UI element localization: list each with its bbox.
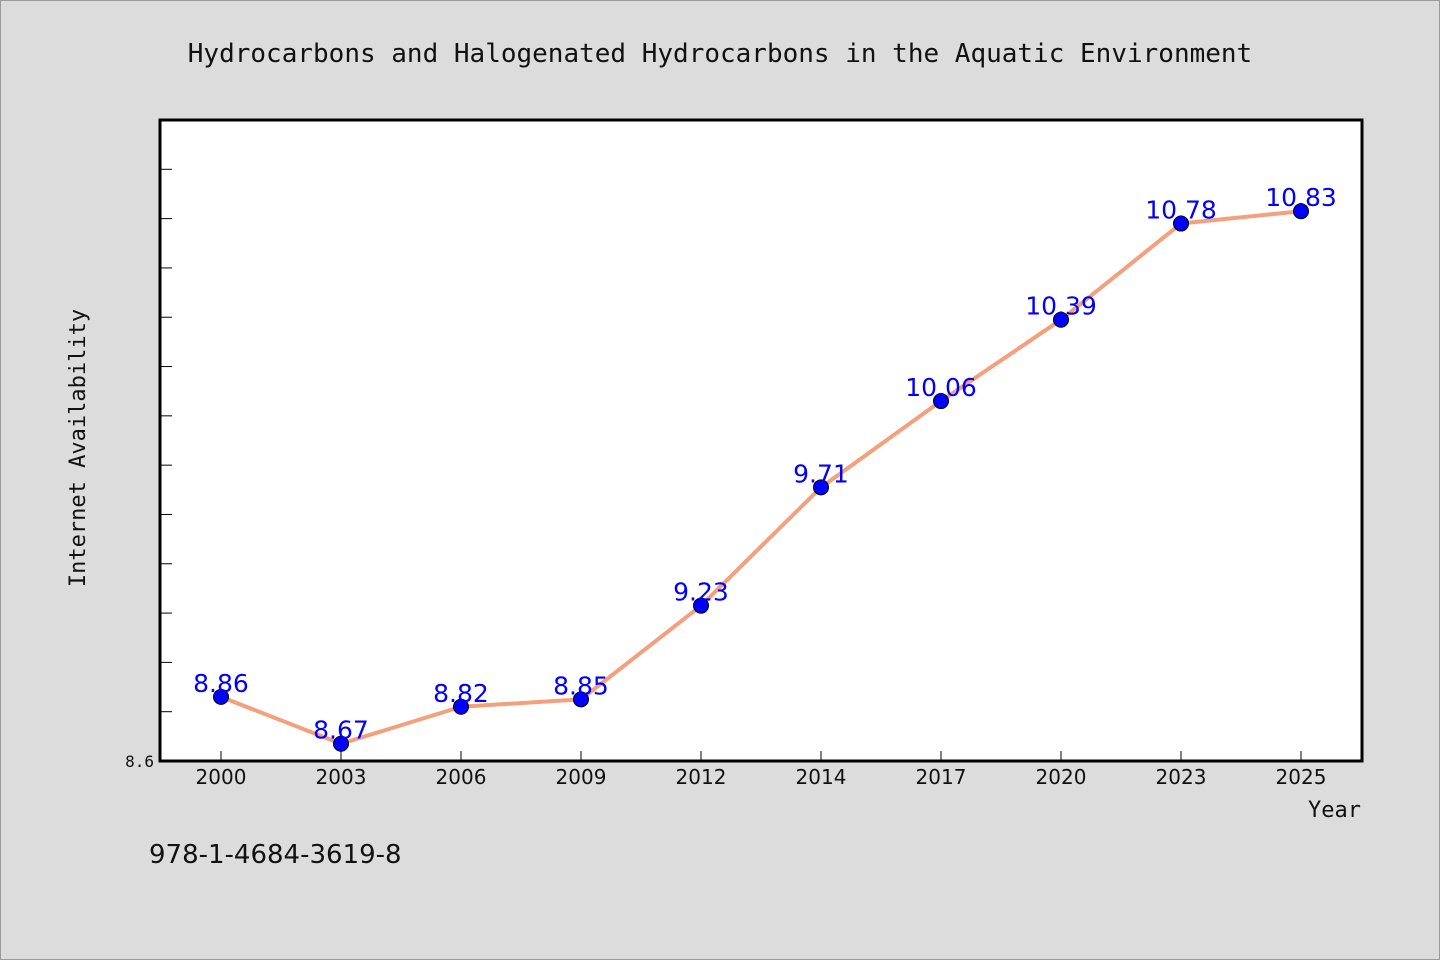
x-tick-label: 2012 (676, 765, 727, 789)
data-label: 8.86 (193, 669, 249, 698)
x-tick-label: 2000 (196, 765, 247, 789)
marker-group (213, 203, 1309, 752)
data-label: 8.67 (313, 716, 369, 745)
x-tick-label: 2014 (796, 765, 847, 789)
data-label: 10.78 (1145, 196, 1217, 225)
data-point (213, 688, 229, 705)
x-axis-label: Year (1308, 798, 1361, 823)
data-point (1173, 215, 1189, 232)
data-point (573, 691, 589, 708)
series-group (219, 209, 1303, 746)
x-axis-tick-labels: 2000 2003 2006 2009 2012 2014 2017 2020 2023 2025 (196, 765, 1327, 789)
series-line (219, 209, 1303, 746)
data-point (453, 698, 469, 715)
data-point (693, 597, 709, 614)
data-label: 10.39 (1025, 292, 1097, 321)
x-tick-label: 2017 (916, 765, 967, 789)
data-label: 9.71 (793, 459, 849, 488)
data-label: 8.85 (553, 671, 609, 700)
x-tick-label: 2006 (436, 765, 487, 789)
data-label: 8.82 (433, 679, 489, 708)
y-axis-tick-labels: 8.6 (125, 752, 154, 771)
x-tick-label: 2020 (1036, 765, 1087, 789)
data-point (1293, 203, 1309, 220)
data-label: 9.23 (673, 578, 729, 607)
isbn-text: 978-1-4684-3619-8 (149, 840, 402, 870)
y-axis-ticks (160, 168, 172, 762)
plot-area (158, 118, 1364, 763)
y-axis-label: Internet Availability (66, 309, 91, 587)
x-tick-label: 2003 (316, 765, 367, 789)
y-tick-label: 8.6 (125, 752, 154, 771)
data-label: 10.83 (1265, 183, 1337, 212)
data-point (933, 393, 949, 410)
data-point (1053, 311, 1069, 328)
data-label-group: 8.86 8.67 8.82 8.85 9.23 9.71 10.06 10.39 10.78 1… (193, 183, 1337, 745)
x-tick-label: 2023 (1156, 765, 1207, 789)
chart-title: Hydrocarbons and Halogenated Hydrocarbon… (188, 39, 1252, 69)
data-label: 10.06 (905, 373, 977, 402)
x-axis-ticks (220, 751, 1302, 761)
x-tick-label: 2025 (1276, 765, 1327, 789)
data-point (813, 479, 829, 496)
x-tick-label: 2009 (556, 765, 607, 789)
data-point (333, 735, 349, 752)
